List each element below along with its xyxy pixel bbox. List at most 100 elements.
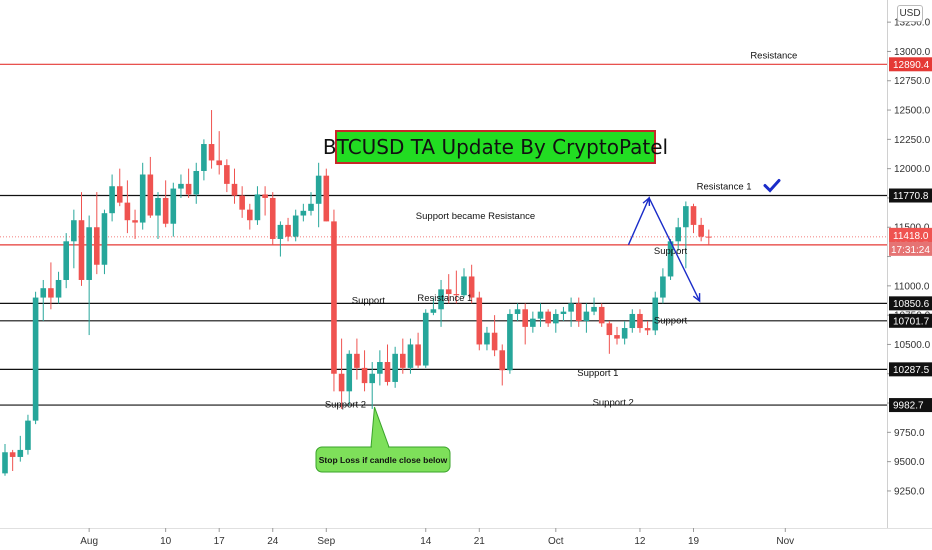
candle-body bbox=[9, 452, 16, 457]
candle-body bbox=[514, 309, 521, 314]
y-tick-label: 10500.0 bbox=[894, 340, 931, 351]
countdown-tag bbox=[889, 241, 932, 256]
candle-body bbox=[606, 323, 613, 336]
candle-body bbox=[178, 183, 184, 189]
candle-body bbox=[208, 144, 215, 161]
candle-body bbox=[40, 288, 47, 298]
annotation-label: Resistance 1 bbox=[417, 293, 472, 304]
candle-body bbox=[94, 227, 100, 265]
candle-body bbox=[308, 203, 314, 211]
annotation-label: Support 2 bbox=[593, 397, 634, 408]
countdown-label: 17:31:24 bbox=[891, 245, 930, 256]
stop-loss-note: Stop Loss if candle close below bbox=[315, 406, 451, 473]
candle-body bbox=[629, 313, 636, 329]
annotation-label: Support bbox=[654, 315, 688, 326]
x-tick-label: 12 bbox=[634, 536, 646, 547]
candle-body bbox=[216, 160, 222, 166]
candle-body bbox=[78, 220, 85, 280]
candle-body bbox=[346, 353, 353, 392]
chart-title: BTCUSD TA Update By CryptoPatel bbox=[322, 135, 669, 159]
candle-body bbox=[315, 175, 322, 204]
candle-body bbox=[430, 309, 437, 313]
x-tick-label: Nov bbox=[776, 536, 794, 547]
candle-body bbox=[675, 227, 681, 242]
candle-body bbox=[522, 309, 528, 327]
candle-body bbox=[185, 183, 192, 195]
y-tick-label: 9250.0 bbox=[894, 486, 925, 497]
x-tick-label: 24 bbox=[267, 536, 279, 547]
candle-body bbox=[17, 449, 24, 457]
candle-body bbox=[63, 241, 69, 280]
candle-body bbox=[231, 183, 238, 196]
candle-body bbox=[476, 297, 483, 345]
y-tick-label: 12250.0 bbox=[894, 135, 931, 146]
price-tag bbox=[889, 296, 932, 311]
level-label: Resistance bbox=[750, 50, 797, 61]
candle-body bbox=[369, 373, 375, 384]
candle-body bbox=[667, 241, 674, 277]
annotation-label: Support 2 bbox=[325, 400, 366, 411]
candle-body bbox=[568, 303, 574, 312]
candle-body bbox=[415, 344, 421, 366]
candle-body bbox=[155, 197, 161, 216]
candle-body bbox=[499, 350, 506, 371]
x-tick-label: Aug bbox=[80, 536, 98, 547]
candle-body bbox=[277, 224, 284, 239]
candle-body bbox=[507, 313, 513, 371]
price-tag-label: 9982.7 bbox=[893, 401, 924, 412]
price-levels bbox=[0, 63, 887, 406]
y-tick-label: 12000.0 bbox=[894, 164, 931, 175]
candle-body bbox=[247, 209, 253, 221]
candle-body bbox=[614, 335, 620, 339]
candle-body bbox=[32, 297, 39, 421]
candle-body bbox=[170, 188, 177, 224]
candle-body bbox=[598, 306, 605, 324]
y-tick-label: 13250.0 bbox=[894, 18, 931, 29]
candle-body bbox=[86, 227, 92, 280]
x-axis: Aug 10 17 24 Sep 14 21 Oct 12 19 Nov bbox=[80, 528, 794, 547]
price-tag-label: 10850.6 bbox=[893, 299, 930, 310]
price-tag bbox=[889, 57, 932, 72]
candle-body bbox=[407, 344, 414, 368]
price-tag bbox=[889, 188, 932, 203]
candle-body bbox=[116, 186, 123, 203]
candle-body bbox=[545, 311, 551, 324]
callout-pointer bbox=[370, 406, 390, 448]
candle-body bbox=[583, 311, 590, 322]
y-tick-label: 12500.0 bbox=[894, 106, 931, 117]
current-price-label: 11418.0 bbox=[893, 231, 929, 242]
x-tick-label: 19 bbox=[688, 536, 700, 547]
candle-body bbox=[445, 289, 452, 295]
candle-body bbox=[461, 276, 467, 296]
candles bbox=[2, 110, 712, 476]
annotation-label: Support became Resistance bbox=[416, 211, 535, 222]
candle-body bbox=[292, 215, 299, 237]
forecast-arrow bbox=[627, 196, 701, 303]
currency-button[interactable]: USD bbox=[897, 5, 923, 22]
y-tick-label: 13000.0 bbox=[894, 47, 931, 58]
candle-body bbox=[101, 213, 108, 265]
candle-body bbox=[338, 373, 345, 392]
annotation-label: Support 1 bbox=[577, 368, 618, 379]
x-tick-label: Sep bbox=[317, 536, 335, 547]
price-tag bbox=[889, 362, 932, 377]
candle-body bbox=[2, 452, 8, 474]
candle-body bbox=[438, 289, 444, 310]
price-tag-label: 11770.8 bbox=[893, 191, 929, 202]
candle-body bbox=[269, 197, 276, 239]
x-tick-label: Oct bbox=[548, 536, 564, 547]
candle-body bbox=[71, 220, 77, 242]
candle-body bbox=[162, 197, 169, 224]
candle-body bbox=[537, 311, 544, 319]
candle-body bbox=[468, 276, 475, 298]
candle-body bbox=[331, 221, 337, 374]
candle-body bbox=[706, 236, 712, 238]
candle-body bbox=[530, 318, 536, 327]
candle-body bbox=[224, 165, 230, 184]
candle-body bbox=[239, 195, 245, 210]
candle-body bbox=[48, 288, 54, 298]
annotations: Support became Resistance Support Resistan… bbox=[325, 50, 798, 410]
y-tick-label: 11000.0 bbox=[894, 281, 930, 292]
candle-body bbox=[660, 276, 666, 298]
arrow-head-up bbox=[642, 196, 651, 206]
